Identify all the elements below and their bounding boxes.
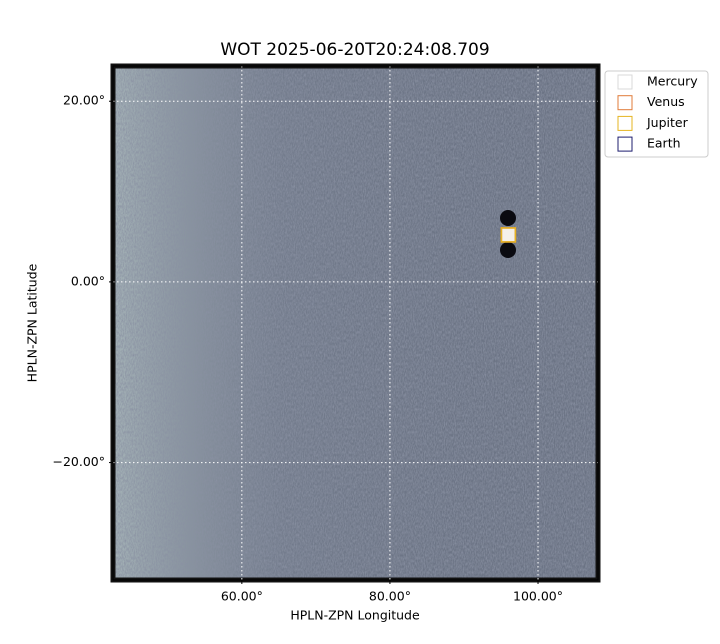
legend-label: Earth xyxy=(647,136,681,151)
y-axis-label: HPLN-ZPN Latitude xyxy=(25,263,40,382)
legend-label: Mercury xyxy=(647,74,698,89)
y-tick-label: 0.00° xyxy=(71,273,105,288)
y-tick-label: 20.00° xyxy=(63,93,105,108)
chart-title: WOT 2025-06-20T20:24:08.709 xyxy=(220,40,489,60)
x-tick-label: 80.00° xyxy=(369,589,411,604)
legend-swatch xyxy=(617,74,633,90)
x-axis-label: HPLN-ZPN Longitude xyxy=(290,608,420,623)
image xyxy=(110,63,601,583)
markers xyxy=(500,227,517,243)
legend-label: Venus xyxy=(647,94,685,109)
x-tick-label: 100.00° xyxy=(513,589,563,604)
planet-marker xyxy=(500,227,517,243)
grid xyxy=(113,66,598,580)
legend-swatch xyxy=(617,115,633,131)
axes-frame xyxy=(112,65,599,581)
legend-label: Jupiter xyxy=(646,115,689,130)
legend-swatch xyxy=(617,95,633,111)
legend-swatch xyxy=(617,136,633,152)
y-tick-label: −20.00° xyxy=(52,454,105,469)
legend: Mercury Venus Jupiter Earth xyxy=(604,70,709,158)
x-tick-label: 60.00° xyxy=(221,589,263,604)
planet-marker xyxy=(500,227,517,243)
